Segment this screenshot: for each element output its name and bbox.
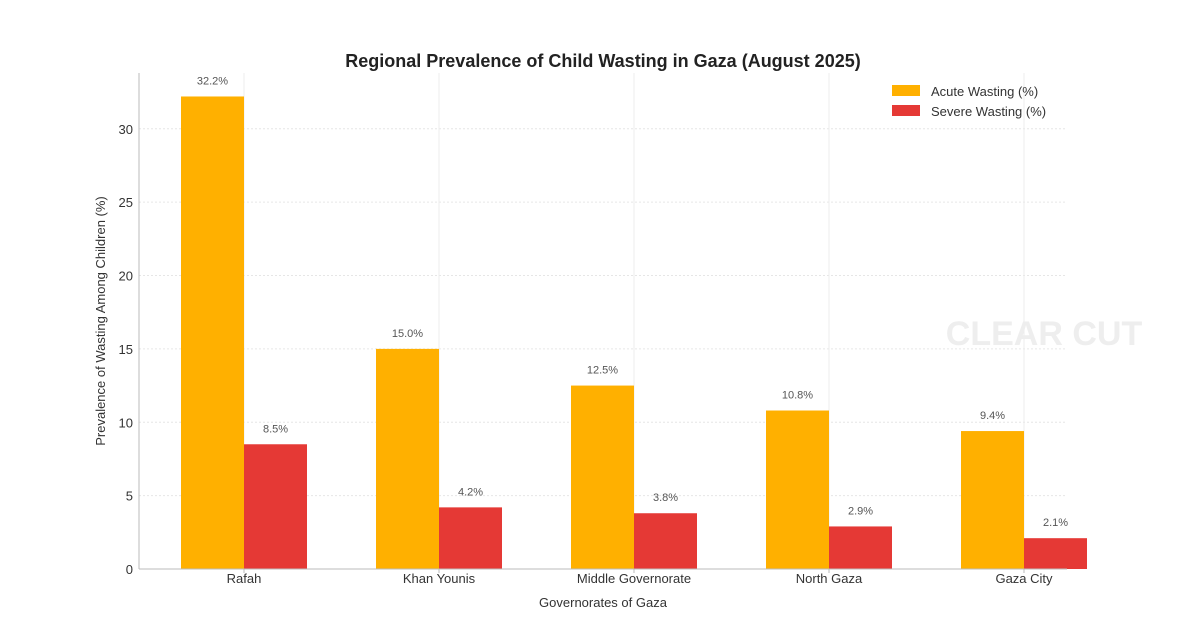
data-label-acute: 12.5% xyxy=(587,365,618,377)
y-tick-label: 25 xyxy=(119,195,133,210)
y-tick-label: 15 xyxy=(119,342,133,357)
y-tick-label: 30 xyxy=(119,122,133,137)
x-ticks: Rafah Khan Younis Middle Governorate North … xyxy=(227,569,1053,586)
bar-acute xyxy=(181,96,244,570)
y-tick-label: 10 xyxy=(119,415,133,430)
x-tick-label: North Gaza xyxy=(796,571,863,586)
data-label-acute: 32.2% xyxy=(197,75,228,87)
data-label-acute: 15.0% xyxy=(392,328,423,340)
legend-label-severe: Severe Wasting (%) xyxy=(931,104,1046,119)
watermark: CLEAR CUT xyxy=(946,315,1143,353)
data-label-severe: 2.9% xyxy=(848,505,873,517)
data-labels: 32.2% 8.5% 15.0% 4.2% 12.5% 3.8% 10.8% 2.9% 9.4%… xyxy=(197,75,1068,529)
x-axis-label: Governorates of Gaza xyxy=(539,595,668,610)
legend: Acute Wasting (%) Severe Wasting (%) xyxy=(892,84,1046,119)
legend-label-acute: Acute Wasting (%) xyxy=(931,84,1038,99)
data-label-severe: 2.1% xyxy=(1043,517,1068,529)
y-tick-label: 20 xyxy=(119,269,133,284)
bar-acute xyxy=(376,348,439,569)
x-tick-label: Gaza City xyxy=(995,571,1053,586)
bar-severe xyxy=(439,507,502,569)
y-ticks: 0 5 10 15 20 25 30 xyxy=(119,122,133,577)
x-tick-label: Khan Younis xyxy=(403,571,476,586)
bar-severe xyxy=(244,444,307,569)
bar-severe xyxy=(634,513,697,569)
legend-swatch-acute xyxy=(892,85,920,96)
x-tick-label: Rafah xyxy=(227,571,262,586)
y-tick-label: 0 xyxy=(126,562,133,577)
x-tick-label: Middle Governorate xyxy=(577,571,691,586)
y-axis-label: Prevalence of Wasting Among Children (%) xyxy=(93,196,108,446)
data-label-severe: 3.8% xyxy=(653,492,678,504)
bar-acute xyxy=(766,410,829,569)
axes xyxy=(138,73,1067,570)
bars xyxy=(181,96,1087,570)
data-label-severe: 8.5% xyxy=(263,423,288,435)
data-label-severe: 4.2% xyxy=(458,486,483,498)
data-label-acute: 10.8% xyxy=(782,390,813,402)
y-tick-label: 5 xyxy=(126,489,133,504)
data-label-acute: 9.4% xyxy=(980,410,1005,422)
chart-title: Regional Prevalence of Child Wasting in … xyxy=(345,51,860,71)
bar-acute xyxy=(961,431,1024,569)
bar-severe xyxy=(829,526,892,569)
bar-acute xyxy=(571,385,634,569)
legend-swatch-severe xyxy=(892,105,920,116)
bar-severe xyxy=(1024,538,1087,569)
